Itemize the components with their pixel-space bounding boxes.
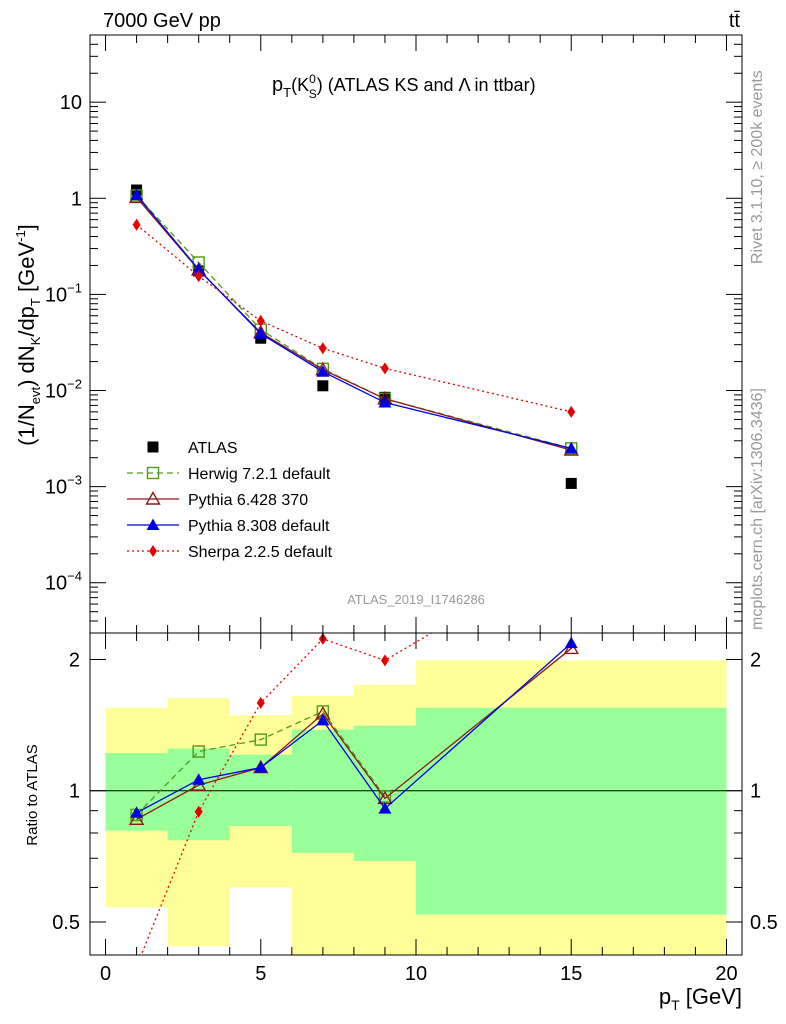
ratio-point	[256, 696, 265, 709]
ratio-point	[254, 733, 267, 746]
main-x-ticks	[105, 35, 727, 633]
ratio-point	[254, 761, 268, 773]
ratio-x-tick-label: 5	[255, 963, 266, 985]
ratio-line	[136, 710, 386, 816]
ratio-point	[192, 773, 206, 785]
series-line	[136, 224, 572, 413]
ratio-frame	[89, 632, 743, 956]
ratio-point	[130, 806, 144, 818]
legend-marker	[146, 518, 160, 530]
main-y-tick-label: 10−3	[45, 473, 82, 499]
main-y-label: (1/Nevt) dNK/dpT [GeV-1]	[13, 224, 43, 446]
series-line	[136, 195, 572, 450]
data-point	[567, 405, 576, 418]
ratio-y-tick-label-right: 2	[750, 649, 761, 671]
mcplots-label: mcplots.cern.ch [arXiv:1306.3436]	[749, 388, 766, 630]
ratio-series-pythia-8-308-default	[130, 636, 578, 818]
data-point	[256, 314, 265, 327]
legend-entry: Pythia 6.428 370	[127, 491, 308, 509]
legend-entry: ATLAS	[147, 440, 238, 457]
main-series-layer	[128, 184, 579, 489]
ratio-ticks: 0 5 10 15 20 0.5 0.5 1 1 2 2	[52, 633, 778, 985]
data-point	[316, 365, 330, 377]
data-point	[192, 262, 206, 275]
data-point	[317, 380, 329, 392]
series-line	[136, 197, 572, 451]
ratio-point	[192, 745, 205, 758]
series-line	[136, 194, 572, 450]
ratio-y-tick-label: 0.5	[52, 912, 80, 934]
ratio-y-tick-label-right: 0.5	[750, 912, 778, 934]
main-y-tick-label: 1	[71, 188, 82, 210]
legend-marker	[146, 466, 160, 480]
data-point	[318, 342, 327, 355]
legend-label: Pythia 6.428 370	[188, 492, 308, 509]
series-herwig-7-2-1-default	[130, 189, 578, 455]
main-y-tick-label: 10	[60, 92, 82, 114]
ratio-x-tick-label: 0	[100, 963, 111, 985]
series-pythia-8-308-default	[130, 188, 578, 454]
legend-marker	[147, 441, 159, 453]
data-point	[254, 327, 268, 339]
main-panel: 10 1 10−1 10−2 10−3 10−4 pT(K0 S) (ATLAS KS an…	[13, 34, 743, 634]
legend-entry: Pythia 8.308 default	[127, 518, 330, 535]
legend-marker	[145, 491, 161, 505]
ratio-line	[136, 647, 572, 820]
main-y-ticks: 10 1 10−1 10−2 10−3 10−4	[45, 34, 742, 634]
main-y-tick-label: 10−4	[45, 569, 82, 595]
data-point	[564, 441, 578, 454]
series-pythia-6-428-370	[128, 189, 579, 456]
main-y-tick-label: 10−2	[45, 377, 82, 403]
data-point	[194, 270, 203, 283]
ratio-panel: 0 5 10 15 20 0.5 0.5 1 1 2 2 Ratio to ATLAS pT [Ge…	[24, 632, 778, 1013]
legend-marker	[149, 545, 157, 557]
ratio-y-tick-label-right: 1	[750, 781, 761, 803]
ratio-x-label: pT [GeV]	[659, 984, 742, 1013]
ratio-point	[194, 805, 203, 818]
data-point	[132, 218, 141, 231]
series-sherpa-2-2-5-default	[132, 218, 576, 418]
data-point	[380, 362, 389, 375]
data-point	[130, 188, 144, 201]
legend-label: Herwig 7.2.1 default	[188, 466, 331, 483]
ratio-y-label: Ratio to ATLAS	[24, 744, 41, 845]
ratio-y-tick-label: 1	[69, 781, 80, 803]
header-right: tt̄	[729, 10, 741, 32]
ratio-series-sherpa-2-2-5-default	[140, 633, 432, 955]
legend-entry: Sherpa 2.2.5 default	[127, 544, 333, 561]
ratio-y-tick-label: 2	[69, 649, 80, 671]
ratio-band-inner	[416, 707, 727, 915]
ratio-band-inner	[291, 729, 354, 853]
ratio-series-layer	[128, 633, 579, 955]
legend: ATLAS Herwig 7.2.1 default Pythia 6.428 37…	[127, 440, 333, 561]
ratio-line	[140, 633, 432, 955]
legend-label: ATLAS	[188, 440, 238, 457]
legend-label: Sherpa 2.2.5 default	[188, 544, 333, 561]
main-title: pT(K0 S) (ATLAS KS and Λ in ttbar)	[272, 72, 536, 101]
ratio-x-tick-label: 15	[560, 963, 582, 985]
watermark: ATLAS_2019_I1746286	[347, 592, 485, 607]
ratio-line	[136, 642, 572, 814]
ratio-point	[316, 713, 330, 726]
main-y-tick-label: 10−1	[45, 280, 82, 306]
legend-entry: Herwig 7.2.1 default	[127, 466, 331, 483]
data-point	[565, 477, 577, 489]
ratio-point	[380, 654, 389, 667]
data-point	[378, 396, 392, 408]
ratio-point	[128, 811, 145, 825]
ratio-x-tick-label: 20	[715, 963, 737, 985]
header-left: 7000 GeV pp	[103, 10, 221, 32]
ratio-band-inner	[167, 748, 230, 841]
ratio-x-tick-label: 10	[405, 963, 427, 985]
legend-label: Pythia 8.308 default	[188, 518, 330, 535]
rivet-label: Rivet 3.1.10, ≥ 200k events	[749, 70, 766, 264]
ratio-point	[378, 802, 392, 814]
